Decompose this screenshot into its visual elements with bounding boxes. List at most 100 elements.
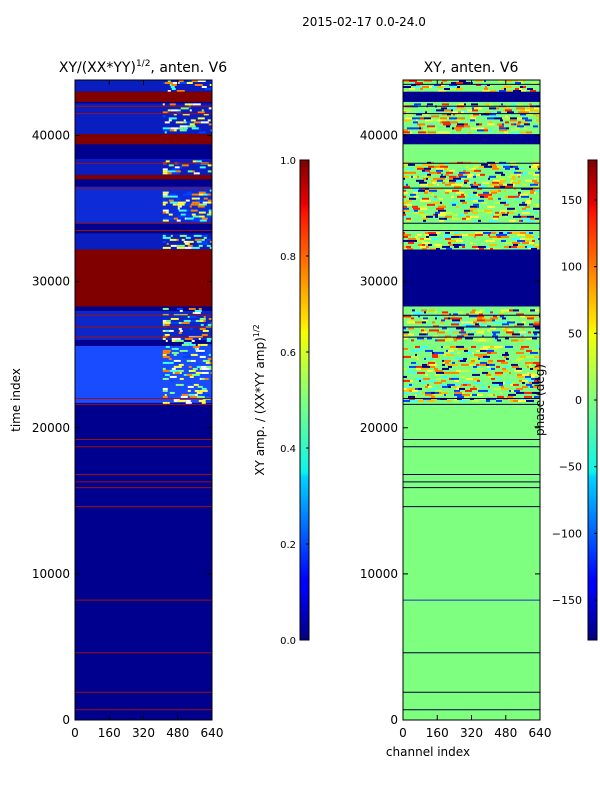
amplitude-speckle [201, 393, 210, 396]
phase-speckle [502, 327, 505, 330]
phase-speckle [479, 363, 486, 366]
phase-speckle [522, 207, 526, 210]
phase-speckle [473, 321, 477, 324]
phase-speckle [450, 86, 457, 88]
phase-speckle [485, 103, 489, 106]
phase-speckle [516, 387, 523, 390]
phase-speckle [502, 367, 506, 370]
amplitude-speckle [191, 339, 195, 342]
phase-speckle [430, 387, 438, 390]
amplitude-speckle [169, 369, 178, 372]
phase-speckle [521, 173, 525, 176]
phase-speckle [521, 111, 529, 114]
phase-speckle [503, 183, 507, 186]
amplitude-speckle [162, 349, 171, 352]
phase-speckle [520, 333, 526, 336]
amplitude-speckle [193, 121, 201, 124]
phase-speckle [403, 125, 405, 128]
phase-speckle [403, 195, 406, 198]
amplitude-speckle [166, 242, 169, 245]
phase-speckle [424, 167, 431, 170]
phase-speckle [440, 321, 444, 324]
amplitude-speckle [181, 238, 185, 241]
phase-speckle [459, 80, 466, 82]
phase-speckle [433, 197, 437, 200]
phase-speckle [434, 381, 442, 384]
phase-speckle [512, 381, 515, 384]
phase-speckle [456, 179, 464, 182]
phase-speckle [505, 241, 512, 244]
phase-speckle [436, 109, 444, 112]
phase-speckle [531, 373, 538, 376]
amplitude-speckle [162, 321, 171, 324]
phase-speckle [421, 367, 428, 370]
amplitude-speckle [171, 88, 176, 90]
phase-speckle [525, 201, 531, 204]
phase-speckle [492, 165, 497, 168]
phase-colorbar-tick-label: −50 [559, 461, 582, 474]
phase-speckle [531, 315, 539, 318]
phase-speckle [456, 337, 462, 340]
phase-speckle [491, 377, 495, 380]
amplitude-speckle [207, 357, 212, 360]
phase-speckle [510, 333, 512, 336]
phase-speckle [403, 171, 411, 174]
phase-speckle [480, 309, 485, 312]
phase-speckle [416, 165, 422, 168]
phase-ytick-label: 20000 [360, 421, 398, 435]
phase-speckle [524, 395, 532, 398]
phase-speckle [494, 387, 501, 390]
phase-speckle [430, 123, 434, 126]
phase-speckle [469, 361, 474, 364]
amplitude-speckle [193, 217, 202, 220]
phase-speckle [509, 245, 511, 248]
amplitude-speckle [210, 371, 212, 374]
phase-speckle [408, 327, 414, 330]
phase-speckle [442, 367, 449, 370]
phase-speckle [534, 355, 539, 358]
phase-speckle [444, 233, 449, 236]
phase-speckle [490, 90, 496, 92]
phase-speckle [463, 167, 465, 170]
phase-speckle [532, 337, 537, 340]
phase-speckle [511, 339, 518, 342]
phase-speckle [456, 129, 461, 132]
phase-speckle [450, 347, 458, 350]
amplitude-speckle [168, 199, 174, 202]
phase-speckle [425, 393, 432, 396]
phase-speckle [455, 357, 463, 360]
phase-speckle [467, 383, 471, 386]
phase-speckle [426, 131, 428, 134]
phase-speckle [436, 231, 441, 234]
phase-speckle [403, 213, 406, 216]
amplitude-speckle [204, 377, 209, 380]
phase-speckle [463, 381, 470, 384]
amplitude-speckle [171, 351, 179, 354]
phase-speckle [440, 177, 445, 180]
phase-speckle [488, 359, 493, 362]
phase-speckle [511, 84, 518, 86]
amplitude-speckle [201, 217, 208, 220]
phase-speckle [403, 355, 411, 358]
amplitude-speckle [189, 327, 193, 330]
amplitude-speckle [201, 401, 206, 404]
phase-speckle [522, 373, 529, 376]
amplitude-band [75, 80, 212, 92]
phase-speckle [520, 86, 523, 88]
amplitude-speckle [181, 343, 190, 346]
amplitude-speckle [164, 131, 167, 134]
phase-speckle [450, 201, 458, 204]
amplitude-speckle [201, 333, 208, 336]
phase-speckle [501, 235, 509, 238]
amplitude-panel-title: XY/(XX*YY)1/2, anten. V6 [59, 59, 227, 76]
phase-speckle [411, 339, 414, 342]
amplitude-speckle [187, 125, 196, 128]
phase-speckle [488, 367, 491, 370]
phase-speckle [415, 235, 418, 238]
phase-speckle [526, 131, 532, 134]
phase-speckle [462, 245, 465, 248]
phase-speckle [424, 399, 427, 402]
phase-speckle [482, 80, 484, 82]
phase-speckle [422, 247, 427, 250]
phase-speckle [529, 165, 531, 168]
